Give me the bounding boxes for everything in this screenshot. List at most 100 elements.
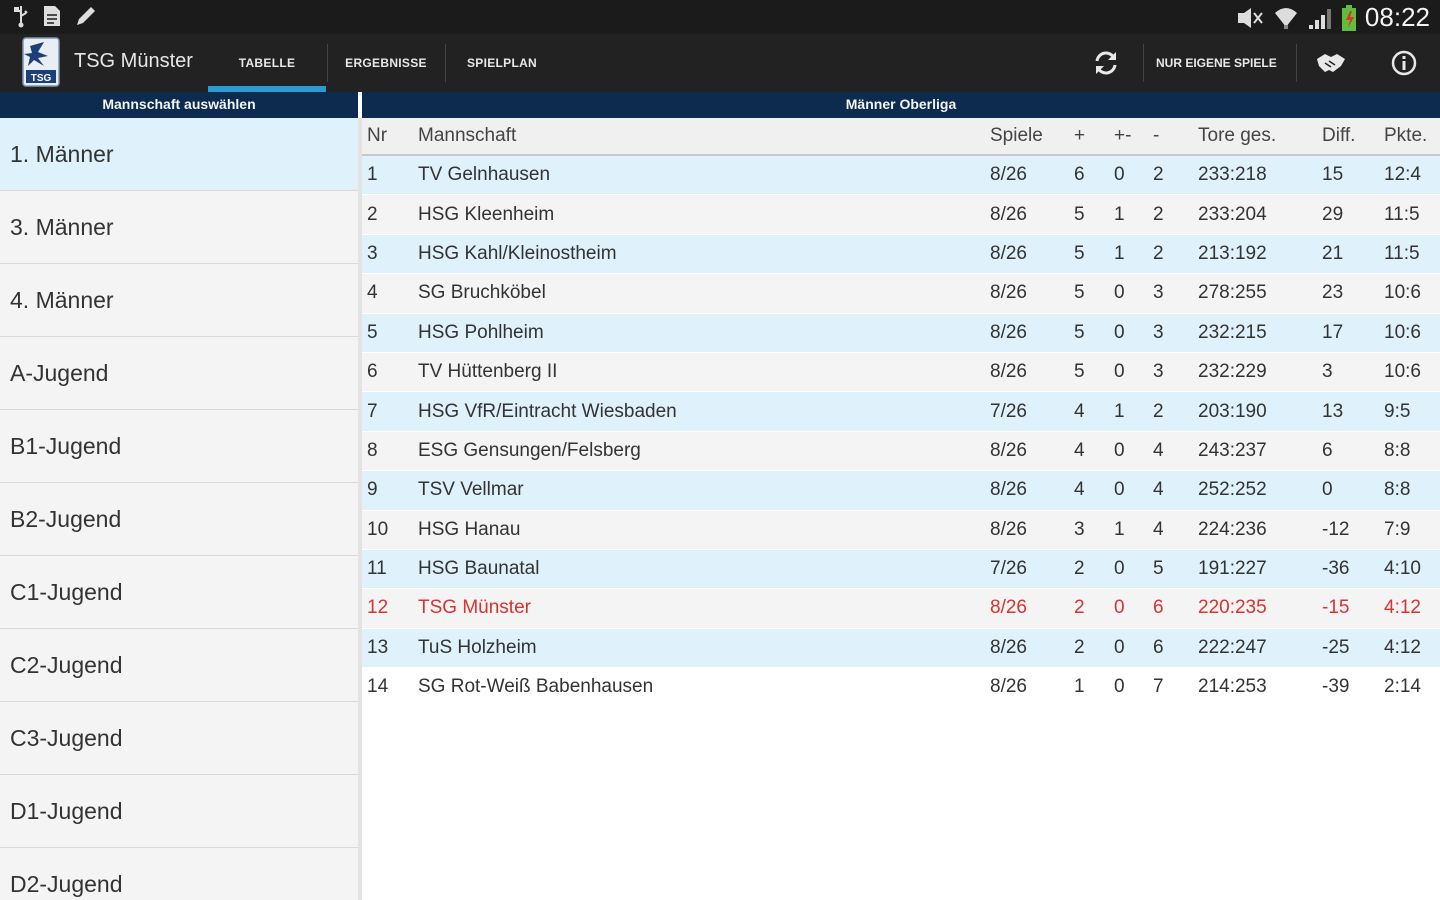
table-row[interactable]: 1 TV Gelnhausen 8/26 6 0 2 233:218 15 12:4 — [362, 156, 1440, 196]
app-title: TSG Münster — [74, 50, 193, 72]
table-row[interactable]: 11 HSG Baunatal 7/26 2 0 5 191:227 -36 4:10 — [362, 549, 1440, 590]
team-list-item[interactable]: A-Jugend — [0, 337, 358, 410]
cell-nr: 8 — [367, 439, 378, 461]
tab-tabelle[interactable]: TABELLE — [208, 34, 326, 92]
cell-losses: 5 — [1153, 558, 1164, 580]
cell-nr: 7 — [367, 400, 378, 422]
cell-draws: 0 — [1114, 558, 1125, 580]
info-icon[interactable] — [1385, 44, 1423, 82]
table-row[interactable]: 9 TSV Vellmar 8/26 4 0 4 252:252 0 8:8 — [362, 471, 1440, 511]
cell-points: 10:6 — [1384, 282, 1421, 304]
col-header-games[interactable]: Spiele — [990, 125, 1043, 146]
col-header-losses[interactable]: - — [1153, 125, 1160, 146]
cell-games: 8/26 — [990, 636, 1027, 658]
cell-losses: 4 — [1153, 439, 1164, 461]
tab-ergebnisse[interactable]: ERGEBNISSE — [345, 56, 427, 70]
cell-draws: 0 — [1114, 164, 1125, 186]
team-list-item[interactable]: C2-Jugend — [0, 629, 358, 702]
cell-wins: 2 — [1074, 597, 1085, 619]
table-row[interactable]: 7 HSG VfR/Eintracht Wiesbaden 7/26 4 1 2 203:1… — [362, 392, 1440, 432]
own-games-button[interactable]: NUR EIGENE SPIELE — [1156, 56, 1277, 70]
pane-divider[interactable] — [358, 118, 362, 900]
cell-losses: 2 — [1153, 203, 1164, 225]
team-list-item[interactable]: 3. Männer — [0, 191, 358, 264]
cell-points: 4:12 — [1384, 597, 1421, 619]
handshake-icon[interactable] — [1312, 44, 1350, 82]
cell-team: TV Gelnhausen — [418, 164, 551, 186]
cell-games: 8/26 — [990, 321, 1027, 343]
col-header-points[interactable]: Pkte. — [1384, 125, 1428, 146]
col-header-wins[interactable]: + — [1074, 125, 1086, 146]
cell-wins: 6 — [1074, 164, 1085, 186]
tab-divider — [327, 44, 328, 82]
cell-goals: 278:255 — [1198, 282, 1267, 304]
team-list-item[interactable]: D2-Jugend — [0, 848, 358, 900]
cell-wins: 2 — [1074, 558, 1085, 580]
cell-team: HSG Hanau — [418, 518, 521, 540]
cell-diff: 21 — [1322, 242, 1344, 264]
table-row[interactable]: 14 SG Rot-Weiß Babenhausen 8/26 1 0 7 214:253 -… — [362, 668, 1440, 708]
cell-diff: -39 — [1322, 676, 1350, 698]
col-header-diff[interactable]: Diff. — [1322, 125, 1356, 146]
col-header-nr[interactable]: Nr — [367, 125, 388, 146]
cell-points: 8:8 — [1384, 479, 1411, 501]
cell-draws: 0 — [1114, 636, 1125, 658]
table-row[interactable]: 12 TSG Münster 8/26 2 0 6 220:235 -15 4:12 — [362, 589, 1440, 629]
cell-games: 8/26 — [990, 164, 1027, 186]
cell-losses: 2 — [1153, 164, 1164, 186]
cell-nr: 13 — [367, 636, 389, 658]
table-row[interactable]: 13 TuS Holzheim 8/26 2 0 6 222:247 -25 4:12 — [362, 628, 1440, 669]
cell-team: HSG Kahl/Kleinostheim — [418, 242, 617, 264]
team-list-item[interactable]: B1-Jugend — [0, 410, 358, 483]
cell-points: 9:5 — [1384, 400, 1411, 422]
cell-team: TV Hüttenberg II — [418, 361, 558, 383]
team-list-item[interactable]: C3-Jugend — [0, 702, 358, 775]
tsg-logo[interactable]: TSG — [22, 36, 60, 88]
table-row[interactable]: 3 HSG Kahl/Kleinostheim 8/26 5 1 2 213:192 21 11… — [362, 234, 1440, 275]
status-bar: 08:22 — [0, 0, 1440, 34]
action-divider — [1143, 44, 1144, 82]
cell-goals: 213:192 — [1198, 242, 1267, 264]
cell-games: 8/26 — [990, 518, 1027, 540]
cell-games: 8/26 — [990, 361, 1027, 383]
cell-diff: 15 — [1322, 164, 1344, 186]
cell-games: 8/26 — [990, 242, 1027, 264]
cell-diff: 13 — [1322, 400, 1344, 422]
cell-team: TSV Vellmar — [418, 479, 524, 501]
table-row[interactable]: 8 ESG Gensungen/Felsberg 8/26 4 0 4 243:237 6 8:… — [362, 431, 1440, 472]
cell-team: TSG Münster — [418, 597, 531, 619]
tab-spielplan[interactable]: SPIELPLAN — [466, 56, 538, 70]
cell-diff: -12 — [1322, 518, 1350, 540]
cell-nr: 2 — [367, 203, 378, 225]
col-header-team[interactable]: Mannschaft — [418, 125, 517, 146]
refresh-icon[interactable] — [1087, 44, 1125, 82]
team-list-item[interactable]: 1. Männer — [0, 118, 358, 191]
cell-wins: 2 — [1074, 636, 1085, 658]
cell-nr: 1 — [367, 164, 378, 186]
team-list-item[interactable]: C1-Jugend — [0, 556, 358, 629]
cell-goals: 203:190 — [1198, 400, 1267, 422]
cell-draws: 1 — [1114, 203, 1125, 225]
table-row[interactable]: 10 HSG Hanau 8/26 3 1 4 224:236 -12 7:9 — [362, 510, 1440, 550]
table-row[interactable]: 2 HSG Kleenheim 8/26 5 1 2 233:204 29 11:5 — [362, 195, 1440, 235]
cell-goals: 233:218 — [1198, 164, 1267, 186]
cell-diff: 23 — [1322, 282, 1344, 304]
tab-divider — [445, 44, 446, 82]
table-row[interactable]: 5 HSG Pohlheim 8/26 5 0 3 232:215 17 10:6 — [362, 313, 1440, 353]
team-list-item[interactable]: B2-Jugend — [0, 483, 358, 556]
table-row[interactable]: 6 TV Hüttenberg II 8/26 5 0 3 232:229 3 10:6 — [362, 352, 1440, 393]
team-list-item[interactable]: 4. Männer — [0, 264, 358, 337]
cell-draws: 0 — [1114, 321, 1125, 343]
battery-icon — [1341, 4, 1357, 32]
cell-nr: 5 — [367, 321, 378, 343]
cell-games: 8/26 — [990, 597, 1027, 619]
col-header-goals[interactable]: Tore ges. — [1198, 125, 1277, 146]
cell-draws: 0 — [1114, 439, 1125, 461]
wifi-icon — [1273, 5, 1299, 31]
cell-wins: 5 — [1074, 203, 1085, 225]
team-list-item[interactable]: D1-Jugend — [0, 775, 358, 848]
cell-diff: -25 — [1322, 636, 1350, 658]
table-row[interactable]: 4 SG Bruchköbel 8/26 5 0 3 278:255 23 10:6 — [362, 274, 1440, 314]
col-header-draws[interactable]: +- — [1114, 125, 1132, 146]
clock: 08:22 — [1364, 2, 1430, 32]
